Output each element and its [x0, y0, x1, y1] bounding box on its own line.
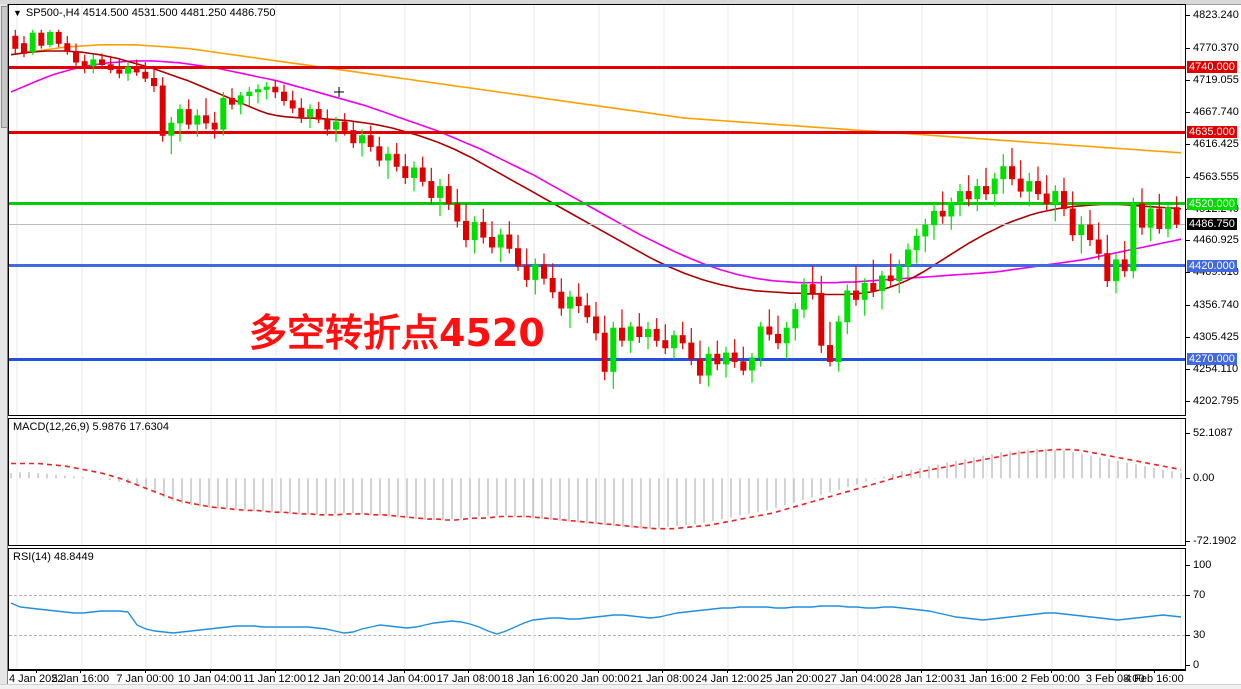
rsi-pane[interactable]: RSI(14) 48.8449 [8, 548, 1186, 670]
rsi-tick: 100 [1186, 559, 1211, 571]
time-axis-label: 2 Feb 00:00 [1021, 670, 1080, 685]
time-axis-label: 24 Jan 12:00 [695, 670, 759, 685]
symbol-ohlc-label: SP500-,H4 4514.500 4531.500 4481.250 448… [25, 7, 276, 19]
macd-legend: MACD(12,26,9) 5.9876 17.6304 [13, 421, 169, 433]
price-tick: 4356.740 [1186, 299, 1239, 311]
price-tick: 4305.425 [1186, 331, 1239, 343]
level-line-4635-000[interactable] [9, 130, 1185, 134]
macd-series [10, 448, 1182, 530]
rsi-tick: 30 [1186, 629, 1205, 641]
price-tick: 4667.740 [1186, 106, 1239, 118]
level-line-4420-000[interactable] [9, 264, 1185, 268]
price-tick: 4616.425 [1186, 138, 1239, 150]
window-bottom-strip [0, 684, 1241, 689]
chart-annotation-text: 多空转折点4520 [249, 311, 545, 355]
rsi-series [10, 602, 1182, 635]
price-tick: 4202.795 [1186, 395, 1239, 407]
rsi-level-30 [9, 635, 1185, 636]
macd-tick: -72.1902 [1186, 535, 1236, 547]
chevron-down-icon[interactable]: ▼ [13, 8, 22, 18]
price-badge-last-price[interactable]: 4486.750 [1187, 218, 1237, 231]
time-axis-label: 12 Jan 20:00 [307, 670, 371, 685]
time-axis-label: 18 Jan 16:00 [501, 670, 565, 685]
time-axis-label: 4 Jan 2022 [9, 670, 64, 685]
price-axis[interactable]: 4823.240 4770.370 4719.055 4667.740 4616.425… [1186, 4, 1241, 416]
price-badge-resistance[interactable]: 4740.000 [1187, 61, 1237, 74]
time-axis-label: 27 Jan 04:00 [824, 670, 889, 685]
time-axis-label: 3 Feb 08:00 [1085, 670, 1145, 685]
time-axis-label: 7 Jan 00:00 [116, 670, 174, 685]
rsi-legend: RSI(14) 48.8449 [13, 551, 94, 563]
time-axis-label: 4 Feb 16:00 [1125, 670, 1184, 685]
price-tick: 4770.370 [1186, 42, 1239, 54]
scrollbar-thumb[interactable] [1, 6, 8, 128]
time-axis-label: 11 Jan 12:00 [243, 670, 306, 685]
price-pane-legend: ▼ SP500-,H4 4514.500 4531.500 4481.250 44… [13, 7, 275, 19]
time-axis-label: 20 Jan 00:00 [566, 670, 630, 685]
time-axis-label: 17 Jan 08:00 [436, 670, 501, 685]
price-chart-pane[interactable]: 多空转折点4520 ▼ SP500-,H4 4514.500 4531.500 4… [8, 4, 1186, 416]
macd-tick: 52.1087 [1186, 427, 1233, 439]
rsi-tick: 70 [1186, 589, 1205, 601]
price-badge-resistance[interactable]: 4635.000 [1187, 126, 1237, 139]
price-tick: 4460.925 [1186, 234, 1239, 246]
time-axis-label: 25 Jan 20:00 [760, 670, 824, 685]
price-gridlines [16, 5, 1182, 415]
time-axis-label: 21 Jan 08:00 [630, 670, 695, 685]
vertical-scrollbar[interactable] [0, 4, 8, 689]
rsi-axis[interactable]: 100 70 30 0 [1186, 548, 1241, 671]
price-badge-pivot[interactable]: 4520.000 [1187, 197, 1237, 210]
price-tick: 4823.240 [1186, 9, 1239, 21]
price-badge-support[interactable]: 4270.000 [1187, 353, 1237, 366]
time-axis-label: 31 Jan 16:00 [954, 670, 1018, 685]
time-axis-label: 10 Jan 04:00 [178, 670, 242, 685]
time-axis-label: 28 Jan 12:00 [889, 670, 953, 685]
time-axis-label: 14 Jan 04:00 [372, 670, 436, 685]
level-line-4270-000[interactable] [9, 357, 1185, 361]
time-axis-label: 5 Jan 16:00 [51, 670, 110, 685]
rsi-level-70 [9, 595, 1185, 596]
price-tick: 4719.055 [1186, 74, 1239, 86]
level-line-4520-000[interactable] [9, 202, 1185, 206]
price-tick: 4563.555 [1186, 171, 1239, 183]
macd-pane[interactable]: MACD(12,26,9) 5.9876 17.6304 [8, 418, 1186, 546]
level-line-4486-750[interactable] [9, 223, 1185, 225]
level-line-4740-000[interactable] [9, 65, 1185, 69]
macd-axis[interactable]: 52.1087 0.00 -72.1902 [1186, 418, 1241, 547]
candlestick-series [12, 29, 1180, 389]
macd-tick: 0.00 [1186, 472, 1214, 484]
rsi-gridlines [16, 549, 1182, 669]
price-badge-support[interactable]: 4420.000 [1187, 259, 1237, 272]
rsi-tick: 0 [1186, 659, 1199, 671]
price-tick: 4254.110 [1186, 363, 1238, 375]
